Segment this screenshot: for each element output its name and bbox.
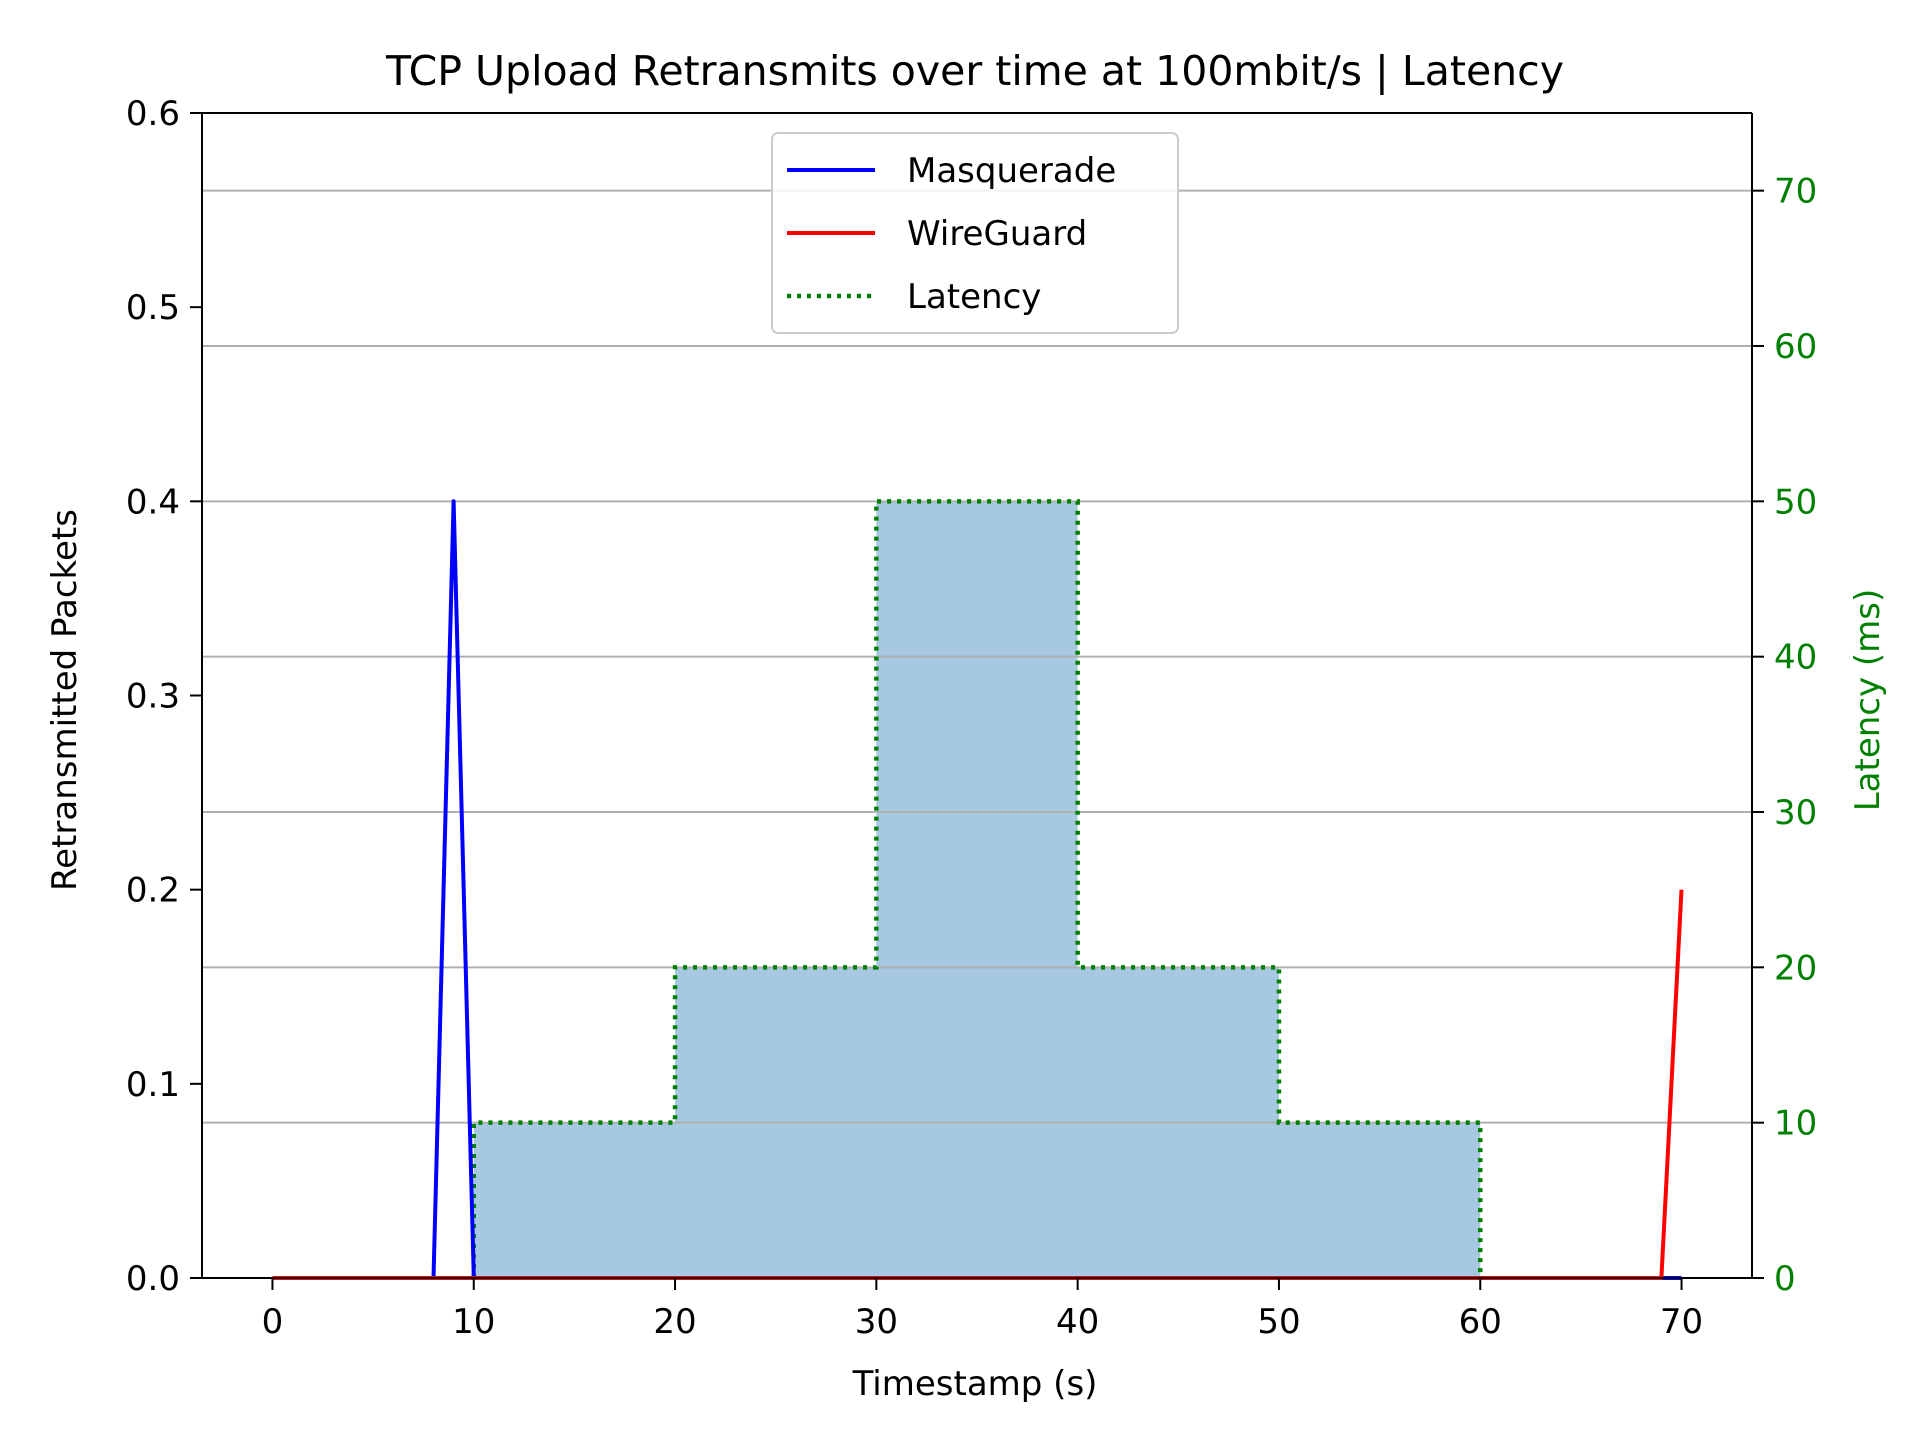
y2-tick-label-30: 30 — [1774, 793, 1817, 833]
y-tick-label-0.0: 0.0 — [126, 1259, 180, 1299]
y2-tick-label-40: 40 — [1774, 638, 1817, 678]
legend-label-wireguard: WireGuard — [907, 214, 1087, 254]
latency-area-fill — [473, 501, 1481, 1278]
x-tick-label-50: 50 — [1257, 1302, 1300, 1342]
axes-layer: 0 10 20 30 40 50 60 70 0.0 0.1 0.2 0.3 0.4 0.5 0.6 0 10 2… — [126, 94, 1817, 1342]
y-tick-label-0.6: 0.6 — [126, 94, 180, 134]
y2-tick-label-60: 60 — [1774, 327, 1817, 367]
legend: Masquerade WireGuard Latency — [771, 132, 1179, 334]
x-tick-label-70: 70 — [1660, 1302, 1703, 1342]
latency-fill-layer — [473, 501, 1481, 1278]
x-tick-label-30: 30 — [855, 1302, 898, 1342]
y2-axis-label: Latency (ms) — [1848, 589, 1888, 812]
y-tick-label-0.2: 0.2 — [126, 871, 180, 911]
y-tick-label-0.5: 0.5 — [126, 288, 180, 328]
y2-tick-label-10: 10 — [1774, 1104, 1817, 1144]
x-tick-label-60: 60 — [1459, 1302, 1502, 1342]
x-tick-label-20: 20 — [653, 1302, 696, 1342]
y2-tick-label-20: 20 — [1774, 948, 1817, 988]
x-tick-label-40: 40 — [1056, 1302, 1099, 1342]
y2-tick-label-70: 70 — [1774, 172, 1817, 212]
y-axis-label: Retransmitted Packets — [45, 509, 85, 891]
y-tick-label-0.1: 0.1 — [126, 1065, 180, 1105]
y2-tick-label-50: 50 — [1774, 482, 1817, 522]
y2-tick-label-0: 0 — [1774, 1259, 1796, 1299]
x-tick-label-0: 0 — [262, 1302, 284, 1342]
legend-frame — [771, 132, 1179, 334]
legend-label-latency: Latency — [907, 277, 1041, 317]
chart-title: TCP Upload Retransmits over time at 100m… — [385, 47, 1564, 95]
y-tick-label-0.3: 0.3 — [126, 677, 180, 717]
x-axis-label: Timestamp (s) — [852, 1364, 1098, 1404]
y-tick-label-0.4: 0.4 — [126, 482, 180, 522]
legend-label-masquerade: Masquerade — [907, 151, 1116, 191]
x-tick-label-10: 10 — [452, 1302, 495, 1342]
latency-line — [471, 499, 1483, 1278]
